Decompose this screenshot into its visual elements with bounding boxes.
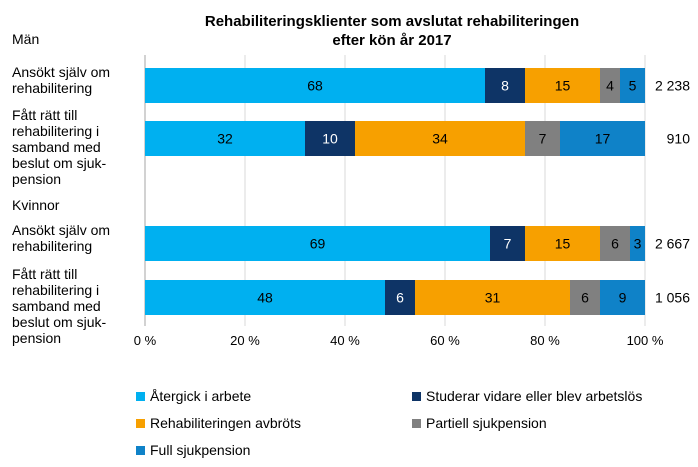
category-label-line: pension [12, 330, 61, 346]
data-label: 17 [595, 131, 611, 147]
legend-label: Rehabiliteringen avbröts [150, 415, 301, 431]
data-label: 9 [619, 290, 627, 306]
category-label-line: rehabilitering [12, 238, 92, 254]
category-label-line: samband med [12, 139, 101, 155]
group-label: Män [12, 31, 39, 47]
category-label-line: rehabilitering [12, 80, 92, 96]
data-label: 34 [432, 131, 448, 147]
legend: Återgick i arbete Studerar vidare eller b… [136, 388, 642, 458]
bar-segment [600, 68, 620, 103]
bar-segment [145, 226, 490, 261]
data-label: 7 [504, 236, 512, 252]
bar-segment [620, 68, 645, 103]
data-label: 6 [581, 290, 589, 306]
bar-segment [145, 280, 385, 315]
x-tick-label: 100 % [627, 333, 664, 348]
data-label: 31 [485, 290, 501, 306]
x-axis: 0 % 20 % 40 % 60 % 80 % 100 % [134, 333, 664, 348]
data-label: 6 [611, 236, 619, 252]
data-label: 15 [555, 78, 571, 94]
bar-segment [145, 121, 305, 156]
bar-segment [570, 280, 600, 315]
category-label-line: samband med [12, 298, 101, 314]
data-label: 5 [629, 78, 637, 94]
chart-title-line-1: Rehabiliteringsklienter som avslutat reh… [205, 13, 579, 30]
legend-swatch [136, 419, 145, 428]
category-label-line: beslut om sjuk- [12, 155, 106, 171]
bar-segment [485, 68, 525, 103]
x-tick-label: 20 % [230, 333, 260, 348]
bar-segment [355, 121, 525, 156]
category-label-line: rehabilitering i [12, 123, 99, 139]
chart-title-line-2: efter kön år 2017 [332, 32, 451, 49]
legend-swatch [412, 419, 421, 428]
bar-segment [525, 68, 600, 103]
category-label-line: beslut om sjuk- [12, 314, 106, 330]
bar-segment [305, 121, 355, 156]
bar-segment [600, 226, 630, 261]
category-label-line: rehabilitering i [12, 282, 99, 298]
data-label: 7 [539, 131, 547, 147]
legend-label: Partiell sjukpension [426, 415, 547, 431]
data-label: 3 [634, 236, 642, 252]
data-label: 48 [257, 290, 273, 306]
legend-label: Återgick i arbete [150, 388, 251, 404]
group-label: Kvinnor [12, 197, 60, 213]
bar-segment [525, 226, 600, 261]
legend-label: Full sjukpension [150, 442, 250, 458]
bar-segment [145, 68, 485, 103]
x-tick-label: 40 % [330, 333, 360, 348]
bar-segment [385, 280, 415, 315]
category-label-line: Ansökt själv om [12, 222, 110, 238]
data-label: 69 [310, 236, 326, 252]
category-label-line: pension [12, 171, 61, 187]
data-label: 68 [307, 78, 323, 94]
data-label: 8 [501, 78, 509, 94]
x-tick-label: 80 % [530, 333, 560, 348]
legend-label: Studerar vidare eller blev arbetslös [426, 388, 642, 404]
legend-swatch [412, 392, 421, 401]
category-label-line: Fått rätt till [12, 107, 77, 123]
legend-swatch [136, 446, 145, 455]
bar-segment [560, 121, 645, 156]
total-count: 2 667 [655, 236, 690, 252]
data-label: 32 [217, 131, 233, 147]
legend-swatch [136, 392, 145, 401]
bar-segment [525, 121, 560, 156]
total-count: 1 056 [655, 290, 690, 306]
data-label: 4 [606, 78, 614, 94]
x-tick-label: 0 % [134, 333, 157, 348]
category-label-line: Fått rätt till [12, 266, 77, 282]
total-count: 2 238 [655, 78, 690, 94]
data-label: 15 [555, 236, 571, 252]
data-label: 10 [322, 131, 338, 147]
x-tick-label: 60 % [430, 333, 460, 348]
bar-segment [415, 280, 570, 315]
bar-segment [490, 226, 525, 261]
bar-segment [600, 280, 645, 315]
category-label-line: Ansökt själv om [12, 64, 110, 80]
data-label: 6 [396, 290, 404, 306]
bar-segment [630, 226, 645, 261]
total-count: 910 [667, 131, 691, 147]
